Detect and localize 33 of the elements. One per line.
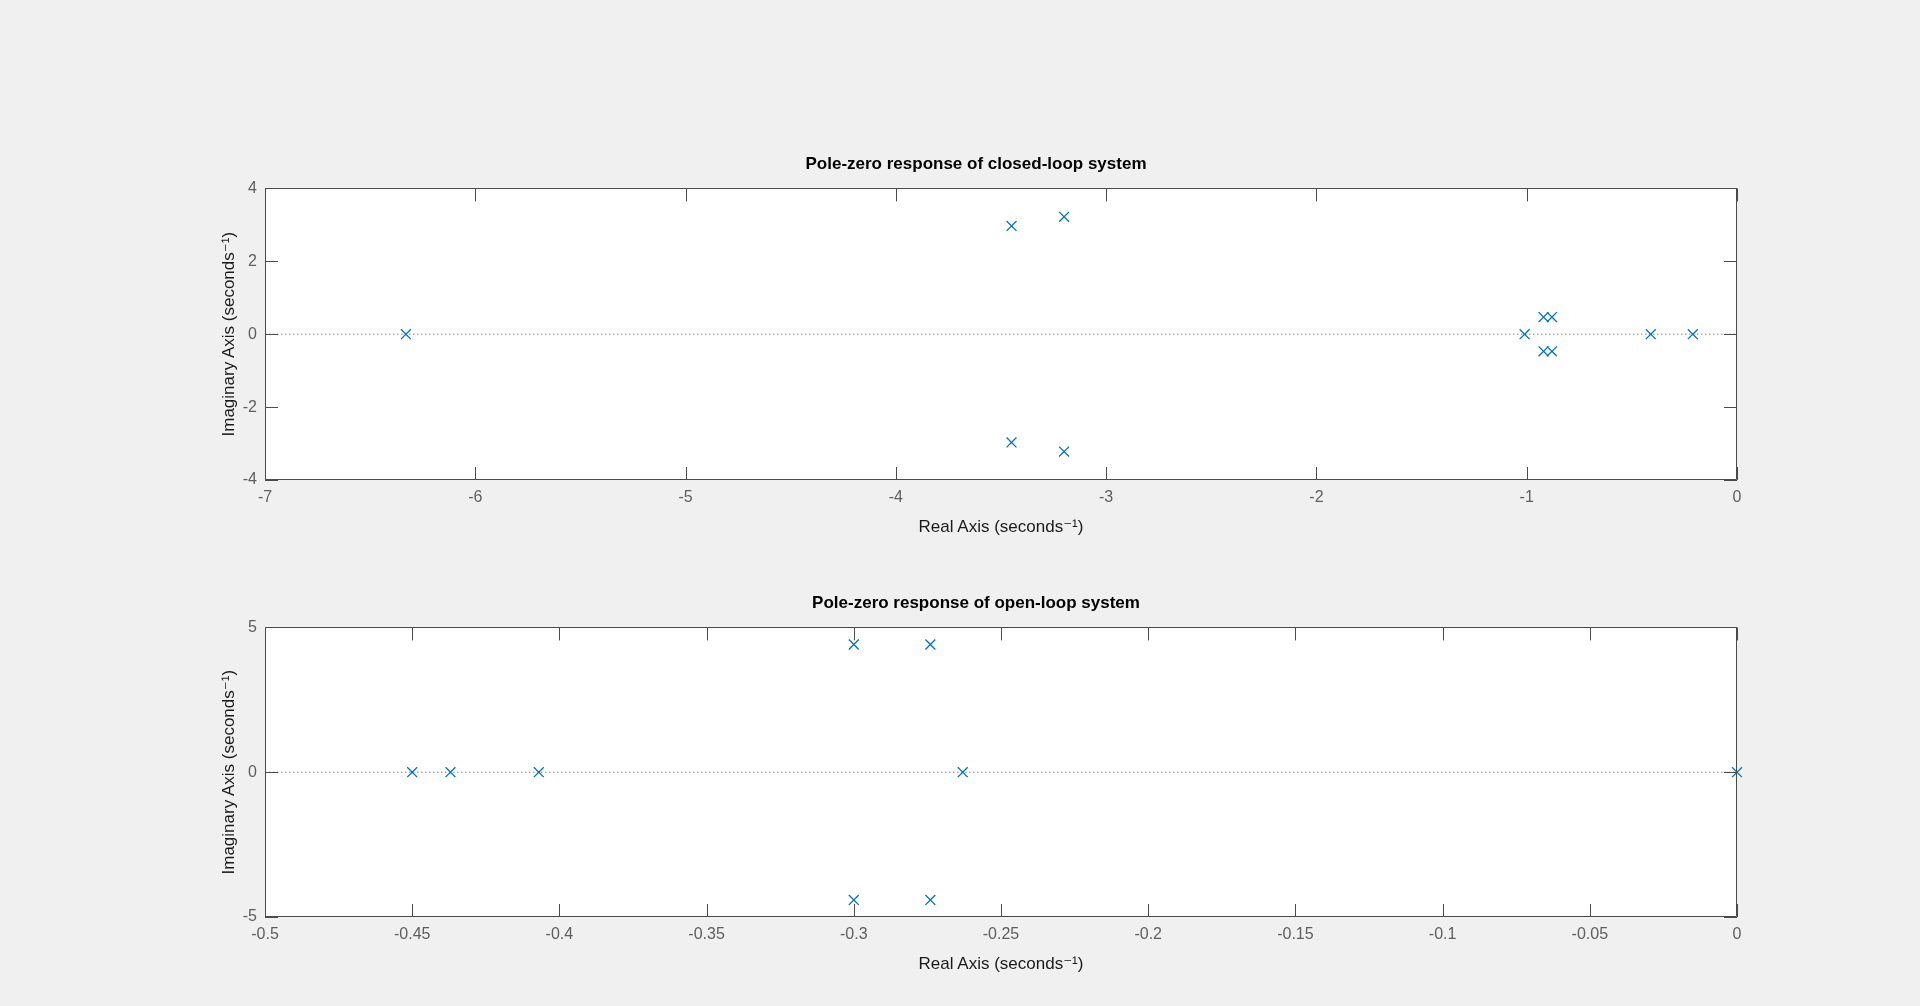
x-tick-label: -0.25 [982,925,1020,943]
x-tick-label: -0.2 [1134,925,1163,943]
x-tick-label: -0.05 [1571,925,1609,943]
x-tick-label: -2 [1309,488,1324,506]
x-tick-label: -0.45 [393,925,431,943]
x-tick-label: -6 [468,488,483,506]
x-tick-label: -0.15 [1277,925,1314,943]
x-tick-label: -5 [678,488,693,506]
y-axis-title: Imaginary Axis (seconds⁻¹) [218,669,238,875]
chart-title: Pole-zero response of closed-loop system [805,153,1147,173]
chart-title: Pole-zero response of open-loop system [812,592,1140,612]
x-tick-label: -1 [1519,488,1534,506]
x-tick-label: 0 [1732,925,1742,943]
x-tick-label: -4 [888,488,904,506]
x-tick-label: -0.3 [840,925,868,943]
x-axis-title: Real Axis (seconds⁻¹) [918,517,1084,537]
y-tick-label: -5 [242,907,258,925]
y-tick-label: 0 [248,762,258,780]
y-tick-label: 2 [248,251,258,269]
y-tick-label: 0 [248,324,258,342]
x-tick-label: -3 [1099,488,1114,506]
x-tick-label: 0 [1732,488,1742,506]
x-tick-label: -0.1 [1428,925,1457,943]
x-axis-title: Real Axis (seconds⁻¹) [918,954,1084,974]
x-tick-label: -0.4 [545,925,574,943]
x-tick-label: -7 [257,488,273,506]
y-tick-label: 5 [248,617,258,635]
x-tick-label: -0.5 [251,925,279,943]
y-tick-label: 4 [248,178,258,196]
y-tick-label: -2 [242,397,258,415]
y-axis-title: Imaginary Axis (seconds⁻¹) [218,231,238,437]
y-tick-label: -4 [242,470,258,488]
x-tick-label: -0.35 [688,925,725,943]
